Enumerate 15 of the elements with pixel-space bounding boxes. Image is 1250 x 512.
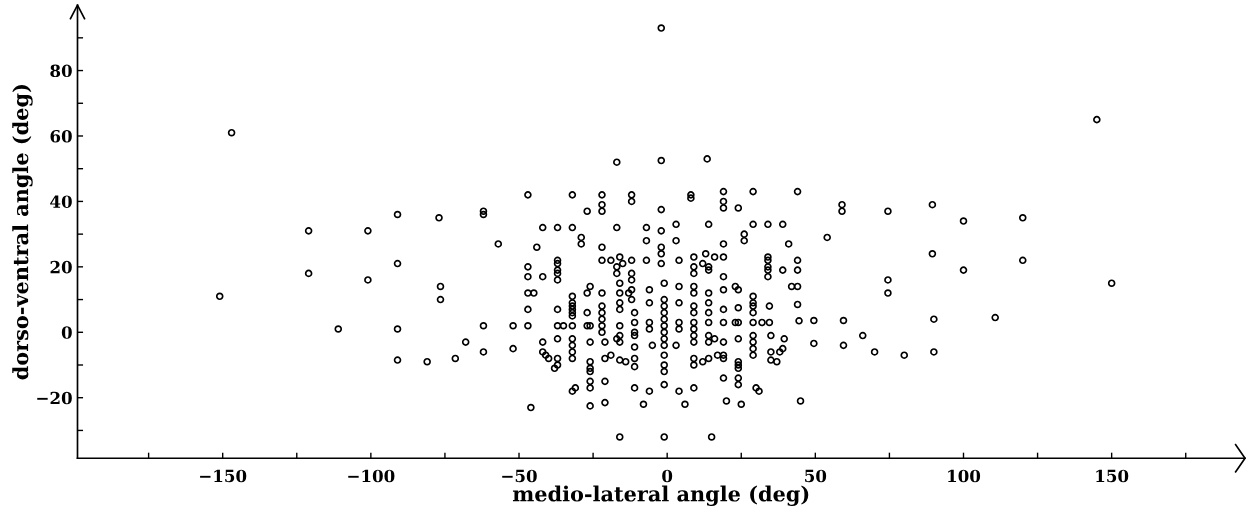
x-tick-label: 100 — [948, 469, 981, 483]
x-tick-label: 50 — [805, 469, 827, 483]
y-tick-label: 0 — [61, 326, 72, 339]
y-tick-label: −20 — [37, 391, 72, 405]
x-tick-label: −100 — [348, 469, 395, 483]
x-axis-title: medio-lateral angle (deg) — [512, 485, 809, 506]
y-axis-title: dorso-ventral angle (deg) — [12, 85, 33, 380]
x-tick-label: 150 — [1096, 469, 1129, 483]
y-tick-label: 80 — [50, 64, 72, 78]
x-tick-label: −50 — [502, 469, 537, 483]
y-tick-label: 20 — [50, 260, 72, 274]
y-tick-label: 40 — [50, 195, 72, 208]
y-tick-label: 60 — [50, 129, 72, 143]
x-tick-label: 0 — [662, 469, 673, 483]
x-tick-label: −150 — [200, 469, 247, 483]
